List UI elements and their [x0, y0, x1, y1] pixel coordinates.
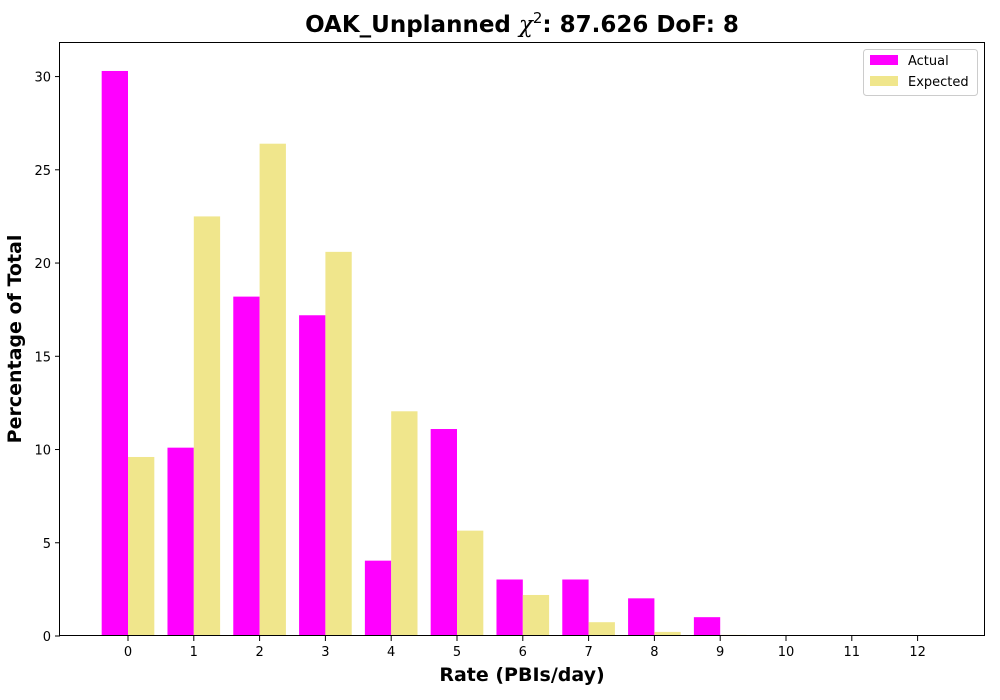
bar-actual-3 [299, 315, 326, 636]
bar-actual-0 [101, 70, 128, 637]
x-tick-label: 9 [716, 645, 724, 660]
y-tick-label: 5 [43, 537, 51, 552]
x-axis-label: Rate (PBIs/day) [439, 664, 604, 686]
bar-expected-0 [128, 456, 155, 636]
chart-title-superscript: 2 [533, 9, 543, 27]
bar-expected-3 [325, 251, 352, 637]
bar-expected-2 [259, 143, 286, 636]
chart-title-rest: : 87.626 DoF: 8 [542, 12, 739, 38]
legend-swatch-actual [870, 55, 898, 65]
x-tick-label: 6 [519, 645, 527, 660]
x-tick-label: 10 [778, 645, 795, 660]
bar-actual-7 [562, 579, 589, 636]
y-tick-label: 10 [34, 444, 51, 459]
legend-label-actual: Actual [908, 54, 949, 69]
bar-expected-5 [457, 530, 484, 636]
x-tick-label: 8 [650, 645, 658, 660]
bar-actual-5 [430, 429, 457, 636]
x-tick-label: 4 [387, 645, 395, 660]
plot-frame [59, 42, 985, 636]
bar-expected-4 [391, 411, 418, 636]
chart-title-main: OAK_Unplanned [305, 12, 519, 38]
x-tick-label: 5 [453, 645, 461, 660]
bar-actual-9 [693, 617, 721, 636]
x-tick-label: 1 [190, 645, 198, 660]
x-tick-label: 12 [909, 645, 926, 660]
bar-actual-2 [233, 296, 260, 636]
x-tick-label: 11 [844, 645, 861, 660]
bar-expected-7 [588, 622, 615, 636]
y-tick-label: 30 [34, 71, 51, 86]
bar-actual-4 [364, 560, 392, 636]
y-tick-label: 20 [34, 257, 51, 272]
legend-label-expected: Expected [908, 75, 969, 90]
legend: Actual Expected [863, 49, 978, 96]
y-tick-label: 0 [43, 630, 51, 645]
x-tick-label: 3 [321, 645, 329, 660]
chart-title: OAK_Unplanned χ2: 87.626 DoF: 8 [305, 9, 739, 38]
x-tick-label: 7 [584, 645, 592, 660]
y-axis-label: Percentage of Total [4, 235, 26, 444]
bar-expected-1 [193, 216, 221, 637]
y-tick-label: 15 [34, 350, 51, 365]
bar-actual-1 [167, 447, 194, 636]
bars-layer [101, 70, 944, 637]
chart-title-chi: χ [517, 12, 535, 38]
bar-expected-8 [654, 631, 681, 636]
x-tick-label: 2 [255, 645, 263, 660]
y-tick-label: 25 [34, 164, 51, 179]
bar-actual-6 [496, 579, 523, 636]
x-tick-label: 0 [124, 645, 132, 660]
bar-expected-6 [522, 594, 550, 636]
legend-swatch-expected [870, 76, 898, 86]
bar-actual-8 [628, 598, 655, 636]
